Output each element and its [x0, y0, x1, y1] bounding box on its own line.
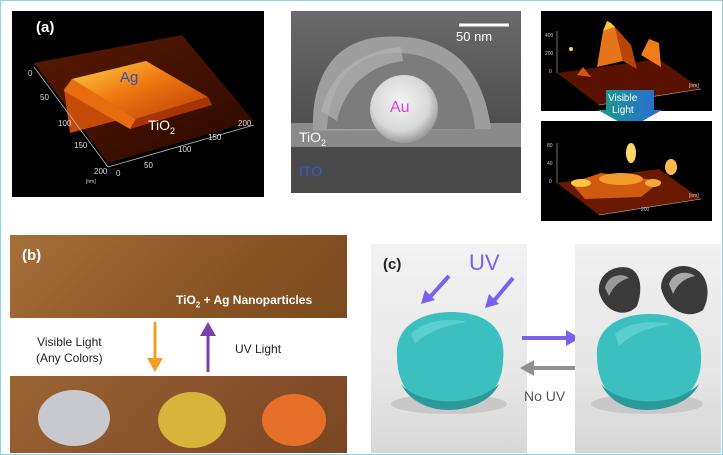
afm-tick-left-3: 150	[74, 141, 88, 150]
x-axis-line	[33, 66, 109, 168]
afm-unit-left: [nm]	[86, 179, 96, 185]
visible-light-label: Visible Light (Any Colors)	[36, 335, 103, 365]
ito-layer	[291, 145, 521, 193]
spot-yellow	[158, 392, 226, 448]
afm-small-bottom-tick: 200	[641, 207, 650, 213]
au-label: Au	[390, 99, 410, 116]
uv-light-label: UV Light	[235, 342, 282, 356]
sem-image: 50 nm Au TiO2 ITO	[291, 11, 521, 193]
afm-tick-left-2: 100	[58, 119, 72, 128]
arrow-down-icon	[598, 90, 662, 128]
au-nanoparticle	[370, 75, 438, 143]
arrow-left-gray-icon	[520, 360, 578, 376]
afm-small-bottom-z-0: 80	[547, 143, 553, 149]
uv-arrow-right-icon	[485, 276, 515, 308]
afm-small-top-unit: [nm]	[689, 83, 699, 89]
afm-tick-right-1: 50	[144, 161, 153, 170]
afm-tick-left-0: 0	[28, 69, 33, 78]
afm-small-bottom-z-2: 0	[549, 179, 552, 185]
uv-arrow-left-icon	[421, 274, 451, 304]
sem-cross-section	[291, 11, 521, 193]
afm-small-top-z-0: 400	[545, 33, 554, 39]
afm-small-bottom-z-1: 40	[547, 161, 553, 167]
y-axis-line	[107, 124, 255, 168]
afm-tick-right-2: 100	[178, 145, 192, 154]
film-label: TiO2 + Ag Nanoparticles	[176, 293, 313, 310]
panel-b-label: (b)	[22, 247, 42, 264]
clay-after-photo	[575, 244, 721, 453]
afm-tick-left-4: 200	[94, 167, 108, 176]
film-top-photo: (b) TiO2 + Ag Nanoparticles	[10, 235, 347, 318]
visible-light-line2: Light	[612, 105, 634, 116]
tio2-label: TiO2	[148, 117, 176, 136]
arrow-down-orange-icon	[147, 322, 163, 372]
afm-tick-left-1: 50	[40, 93, 49, 102]
afm-surface	[33, 35, 255, 168]
panel-c-label: (c)	[383, 256, 402, 273]
afm-small-bottom-unit: [nm]	[689, 193, 699, 199]
afm-small-top-z-1: 200	[545, 51, 554, 57]
afm-tick-right-0: 0	[116, 169, 121, 178]
afm-small-top-z-2: 0	[549, 69, 552, 75]
afm-tick-right-4: 200	[238, 119, 252, 128]
arrow-up-purple-icon	[200, 322, 216, 372]
no-uv-label: No UV	[524, 388, 566, 404]
spot-white	[38, 390, 110, 446]
film-bottom-photo	[10, 376, 347, 453]
ag-block-top	[72, 61, 208, 119]
uv-label: UV	[469, 250, 500, 275]
visible-light-line1: Visible	[608, 93, 638, 104]
sem-tio2-label: TiO2	[299, 129, 327, 148]
clay-before-photo: (c) UV	[371, 244, 527, 453]
afm-small-bottom: 80 40 0 200 [nm]	[541, 121, 712, 221]
ito-label: ITO	[299, 163, 323, 179]
spot-orange	[262, 394, 326, 446]
darkened-region-left	[598, 267, 641, 313]
ag-label: Ag	[120, 69, 139, 86]
arrow-right-purple-icon	[522, 330, 580, 346]
scale-bar-label: 50 nm	[456, 29, 493, 44]
afm-tick-right-3: 150	[208, 133, 222, 142]
afm-3d-image: (a) Ag TiO2 0 50 100 150 200 [nm] 0 50 1…	[12, 11, 264, 197]
visible-light-arrow: Visible Light	[598, 90, 662, 128]
panel-a-label: (a)	[36, 19, 55, 36]
